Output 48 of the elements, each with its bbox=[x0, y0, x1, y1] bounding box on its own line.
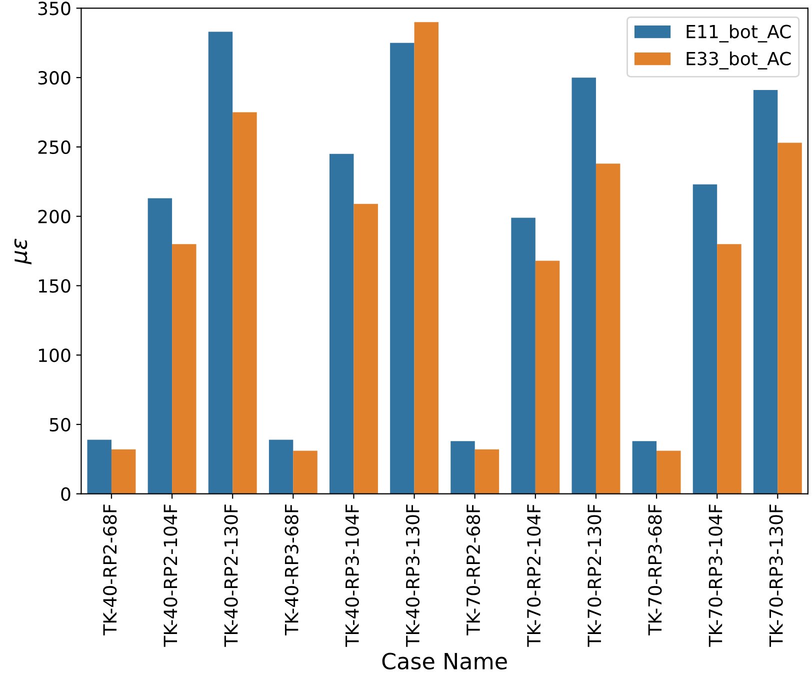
bar bbox=[511, 218, 536, 494]
bar bbox=[293, 450, 318, 494]
x-tick-label: TK-40-RP2-130F bbox=[224, 504, 238, 647]
bar bbox=[692, 184, 718, 494]
y-tick-label: 150 bbox=[39, 279, 70, 293]
x-tick-label: TK-40-RP3-104F bbox=[345, 504, 359, 647]
x-tick-label: TK-40-RP3-130F bbox=[406, 504, 420, 647]
legend-label: E33_bot_AC bbox=[686, 51, 791, 70]
bar bbox=[778, 142, 802, 494]
x-tick-label: TK-40-RP2-104F bbox=[164, 504, 178, 647]
y-tick-label: 350 bbox=[38, 2, 70, 16]
bar bbox=[354, 204, 378, 494]
bar bbox=[632, 441, 657, 494]
bar bbox=[268, 440, 294, 494]
x-tick-label: TK-70-RP3-68F bbox=[648, 504, 662, 636]
y-tick-label: 0 bbox=[61, 487, 70, 501]
y-tick-label: 250 bbox=[38, 140, 70, 154]
bar bbox=[414, 22, 439, 494]
y-tick-label: 200 bbox=[38, 210, 70, 224]
x-tick-label: TK-70-RP2-68F bbox=[466, 504, 480, 636]
x-tick-label: TK-70-RP2-130F bbox=[588, 504, 602, 647]
y-axis-title: με bbox=[14, 238, 32, 264]
bar bbox=[172, 244, 196, 494]
bar bbox=[148, 198, 172, 494]
bar bbox=[232, 112, 257, 494]
x-tick-label: TK-70-RP2-104F bbox=[526, 504, 541, 647]
bar bbox=[450, 441, 475, 494]
bar bbox=[596, 164, 620, 494]
bar bbox=[572, 78, 596, 494]
bar bbox=[208, 32, 233, 494]
bar bbox=[111, 449, 136, 494]
x-tick-label: TK-40-RP2-68F bbox=[103, 504, 117, 636]
bar bbox=[474, 449, 500, 494]
y-tick-label: 100 bbox=[39, 348, 70, 362]
bar bbox=[87, 440, 112, 494]
x-tick-label: TK-70-RP3-104F bbox=[708, 504, 722, 647]
bar bbox=[753, 90, 778, 494]
x-axis-title: Case Name bbox=[382, 652, 507, 670]
y-tick-label: 50 bbox=[50, 418, 70, 432]
bar bbox=[330, 154, 354, 494]
legend-label: E11_bot_AC bbox=[686, 24, 791, 42]
x-tick-label: TK-40-RP3-68F bbox=[284, 504, 298, 636]
bar bbox=[717, 244, 742, 494]
y-tick-label: 300 bbox=[38, 71, 70, 85]
bar bbox=[535, 260, 560, 494]
bar bbox=[656, 450, 681, 494]
bar bbox=[390, 42, 414, 494]
x-tick-label: TK-70-RP3-130F bbox=[769, 504, 783, 647]
